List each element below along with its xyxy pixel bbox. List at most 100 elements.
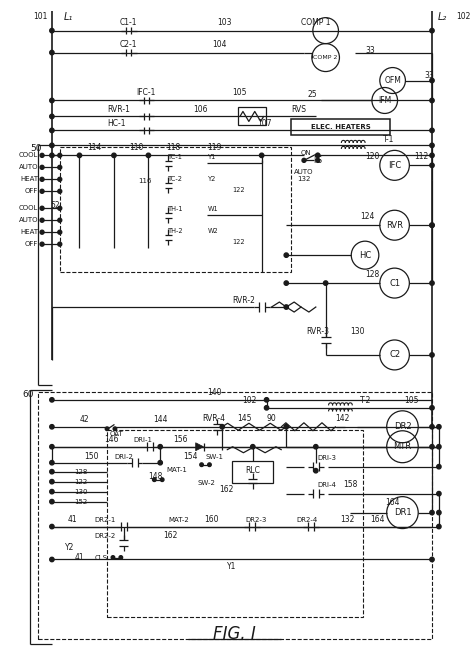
Circle shape xyxy=(113,427,117,430)
Circle shape xyxy=(58,177,62,182)
Text: TC-1: TC-1 xyxy=(168,154,183,160)
Text: 146: 146 xyxy=(104,436,119,444)
Text: 114: 114 xyxy=(87,143,102,152)
Circle shape xyxy=(430,128,434,133)
Circle shape xyxy=(50,460,54,465)
Circle shape xyxy=(430,353,434,357)
Text: 119: 119 xyxy=(208,143,222,152)
Text: DRI-1: DRI-1 xyxy=(134,437,153,443)
Circle shape xyxy=(430,78,434,83)
Circle shape xyxy=(430,281,434,285)
Circle shape xyxy=(220,424,224,429)
Text: OFF: OFF xyxy=(25,241,38,247)
Text: 42: 42 xyxy=(80,415,89,424)
Circle shape xyxy=(105,427,109,430)
Text: DRI-4: DRI-4 xyxy=(318,482,337,488)
Circle shape xyxy=(50,29,54,33)
Circle shape xyxy=(158,445,163,449)
Circle shape xyxy=(50,524,54,529)
Text: DR2-1: DR2-1 xyxy=(94,517,116,523)
Text: 120: 120 xyxy=(365,152,379,161)
Circle shape xyxy=(430,153,434,158)
Text: TC-2: TC-2 xyxy=(168,176,183,182)
Circle shape xyxy=(208,463,211,467)
Circle shape xyxy=(111,556,115,559)
Text: 164: 164 xyxy=(370,515,384,524)
Bar xyxy=(232,461,273,482)
Circle shape xyxy=(437,465,441,469)
Circle shape xyxy=(40,177,44,182)
Text: HEAT: HEAT xyxy=(20,176,38,182)
Circle shape xyxy=(430,163,434,167)
Text: T-2: T-2 xyxy=(360,396,372,406)
Circle shape xyxy=(430,98,434,103)
Text: 103: 103 xyxy=(218,18,232,27)
Circle shape xyxy=(119,556,123,559)
Circle shape xyxy=(58,189,62,193)
Circle shape xyxy=(251,445,255,449)
Circle shape xyxy=(58,218,62,222)
Polygon shape xyxy=(196,443,203,450)
Text: RVR-1: RVR-1 xyxy=(107,105,130,114)
Circle shape xyxy=(40,230,44,234)
Circle shape xyxy=(50,50,54,55)
Text: 158: 158 xyxy=(343,480,358,489)
Text: 104: 104 xyxy=(212,40,227,49)
Text: C1-1: C1-1 xyxy=(120,18,137,27)
Text: C2-1: C2-1 xyxy=(120,40,137,49)
Circle shape xyxy=(50,480,54,484)
Circle shape xyxy=(58,154,62,158)
Circle shape xyxy=(437,510,441,515)
Text: HEAT: HEAT xyxy=(20,229,38,235)
Text: C1: C1 xyxy=(389,279,400,288)
Circle shape xyxy=(430,143,434,148)
Circle shape xyxy=(50,499,54,504)
Circle shape xyxy=(160,478,164,482)
Circle shape xyxy=(259,153,264,158)
Text: RLC: RLC xyxy=(246,466,260,475)
Text: RVR-2: RVR-2 xyxy=(232,296,255,305)
Text: 154: 154 xyxy=(183,452,197,461)
Text: IFC: IFC xyxy=(388,161,401,170)
Circle shape xyxy=(112,153,116,158)
Text: ON: ON xyxy=(301,150,311,156)
Text: IFC-1: IFC-1 xyxy=(137,88,156,97)
Circle shape xyxy=(437,445,441,449)
Text: 118: 118 xyxy=(166,143,181,152)
Circle shape xyxy=(284,424,289,429)
Text: 122: 122 xyxy=(232,239,245,245)
Text: DRI-2: DRI-2 xyxy=(114,454,133,460)
Circle shape xyxy=(316,158,320,162)
Text: HC: HC xyxy=(359,251,371,260)
Text: 107: 107 xyxy=(257,119,271,128)
Text: W1: W1 xyxy=(208,206,218,212)
Circle shape xyxy=(430,510,434,515)
Circle shape xyxy=(437,424,441,429)
Circle shape xyxy=(40,189,44,193)
Text: 160: 160 xyxy=(205,515,219,524)
Text: C2: C2 xyxy=(389,350,400,359)
Circle shape xyxy=(50,153,54,158)
Text: COOL: COOL xyxy=(19,205,38,212)
Text: 25: 25 xyxy=(308,90,318,99)
Circle shape xyxy=(40,206,44,210)
Circle shape xyxy=(284,253,289,257)
Bar xyxy=(291,119,390,135)
Text: 164: 164 xyxy=(385,498,399,507)
Text: T-1: T-1 xyxy=(383,135,394,144)
Circle shape xyxy=(58,206,62,210)
Text: CLS: CLS xyxy=(94,555,107,561)
Text: SW-2: SW-2 xyxy=(198,480,216,486)
Text: OFF: OFF xyxy=(25,188,38,194)
Text: 33: 33 xyxy=(365,46,375,55)
Circle shape xyxy=(430,406,434,410)
Circle shape xyxy=(316,153,320,158)
Bar xyxy=(238,107,265,126)
Text: 132: 132 xyxy=(340,515,355,524)
Text: Y2: Y2 xyxy=(65,543,74,552)
Text: 105: 105 xyxy=(404,396,419,406)
Circle shape xyxy=(158,460,163,465)
Circle shape xyxy=(50,490,54,494)
Text: RVS: RVS xyxy=(291,105,306,114)
Circle shape xyxy=(314,445,318,449)
